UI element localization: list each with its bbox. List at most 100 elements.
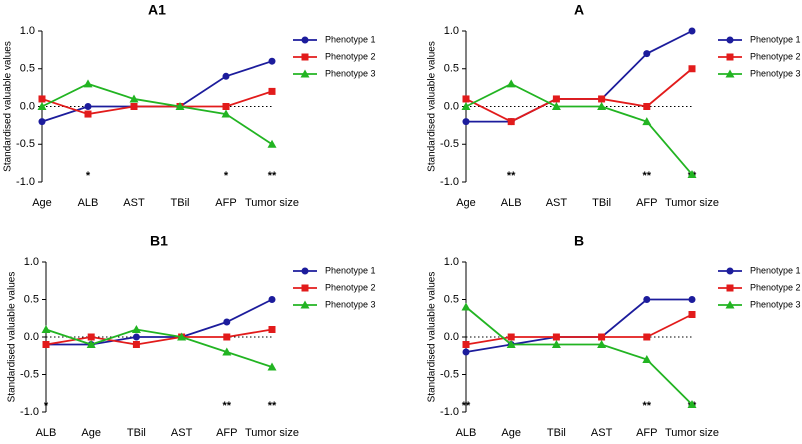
series-line <box>465 306 693 406</box>
y-tick-label: -1.0 <box>440 176 459 188</box>
legend-marker <box>726 53 734 61</box>
legend-marker <box>726 284 734 292</box>
y-tick-label: -0.5 <box>16 138 35 150</box>
legend-label: Phenotype 3 <box>750 68 801 78</box>
legend-label: Phenotype 2 <box>750 51 801 61</box>
y-axis-label: Standardised valuable values <box>427 41 438 172</box>
x-tick-label: ALB <box>501 197 522 209</box>
significance-mark: ** <box>643 400 652 412</box>
series-line <box>465 82 693 176</box>
series-line <box>45 328 273 368</box>
significance-mark: ** <box>223 400 232 412</box>
y-tick-label: 1.0 <box>444 25 459 37</box>
legend-label: Phenotype 1 <box>325 265 376 275</box>
y-tick-label: 0.0 <box>24 331 39 343</box>
y-tick-label: 0.0 <box>444 100 459 112</box>
point <box>132 341 140 348</box>
series-line <box>41 82 273 146</box>
legend-label: Phenotype 1 <box>750 34 801 44</box>
x-tick-label: AST <box>546 197 568 209</box>
point <box>507 333 515 341</box>
y-tick-label: 1.0 <box>444 256 459 268</box>
x-tick-label: AST <box>591 427 613 439</box>
point <box>222 72 230 80</box>
series-line <box>465 313 693 346</box>
series-line <box>45 328 273 346</box>
x-tick-label: AST <box>171 427 193 439</box>
point <box>177 332 187 341</box>
point <box>132 333 140 341</box>
legend-marker <box>726 36 734 44</box>
legend-label: Phenotype 3 <box>750 299 801 309</box>
point <box>643 333 651 341</box>
chart-title: A <box>574 2 584 18</box>
point <box>643 50 651 58</box>
x-tick-label: TBil <box>547 427 566 439</box>
legend-marker <box>301 267 309 275</box>
x-tick-label: ALB <box>78 197 99 209</box>
point <box>642 355 652 363</box>
series-line <box>466 30 693 123</box>
point <box>222 103 230 110</box>
point <box>552 95 560 103</box>
y-tick-label: 0.0 <box>20 100 35 112</box>
point <box>688 65 696 73</box>
legend-marker <box>726 267 734 275</box>
x-tick-label: Tumor size <box>665 197 719 209</box>
y-tick-label: 0.5 <box>444 293 459 305</box>
legend-label: Phenotype 2 <box>325 51 376 61</box>
point <box>129 94 139 103</box>
legend-label: Phenotype 1 <box>750 265 801 275</box>
significance-mark: * <box>224 170 229 182</box>
point <box>268 326 276 333</box>
point <box>507 118 515 126</box>
legend-label: Phenotype 2 <box>750 282 801 292</box>
point <box>223 318 231 326</box>
legend-label: Phenotype 3 <box>325 299 376 309</box>
x-tick-label: AFP <box>636 427 657 439</box>
y-tick-label: 1.0 <box>20 25 35 37</box>
point <box>462 341 470 348</box>
x-tick-label: TBil <box>592 197 611 209</box>
point <box>175 102 185 110</box>
point <box>551 102 561 110</box>
legend-label: Phenotype 1 <box>325 34 376 44</box>
point <box>221 109 231 118</box>
chart-title: A1 <box>148 2 166 18</box>
point <box>41 325 51 333</box>
y-tick-label: -1.0 <box>20 406 39 418</box>
series-line <box>41 90 273 115</box>
point <box>687 400 697 408</box>
point <box>267 362 277 371</box>
point <box>643 296 651 303</box>
point <box>38 95 46 103</box>
chart-title: B1 <box>150 233 168 249</box>
x-tick-label: Age <box>32 197 52 209</box>
point <box>84 110 92 118</box>
point <box>506 79 516 88</box>
point <box>268 296 276 303</box>
point <box>688 27 696 35</box>
point <box>598 333 606 341</box>
x-tick-label: TBil <box>171 197 190 209</box>
x-tick-label: Tumor size <box>665 427 719 439</box>
y-tick-label: 0.0 <box>444 331 459 343</box>
point <box>551 340 561 348</box>
significance-mark: * <box>44 400 49 412</box>
point <box>83 79 93 88</box>
point <box>597 102 607 110</box>
x-tick-label: AFP <box>636 197 657 209</box>
y-tick-label: -1.0 <box>16 176 35 188</box>
legend-marker <box>725 300 735 309</box>
y-axis-label: Standardised valuable values <box>427 272 438 403</box>
x-tick-label: ALB <box>456 427 477 439</box>
point <box>268 87 276 95</box>
point <box>461 302 471 311</box>
series-line <box>465 68 693 123</box>
x-tick-label: AFP <box>215 197 236 209</box>
point <box>552 333 560 341</box>
y-tick-label: -0.5 <box>440 368 459 380</box>
x-tick-label: Age <box>456 197 476 209</box>
x-tick-label: Tumor size <box>245 197 299 209</box>
point <box>42 341 50 348</box>
